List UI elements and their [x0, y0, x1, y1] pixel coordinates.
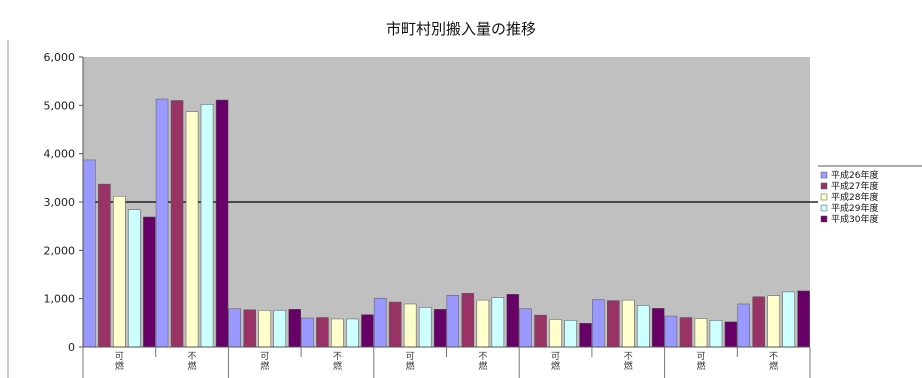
bar	[301, 317, 314, 348]
bar	[797, 290, 810, 348]
bar	[519, 308, 532, 348]
category-label-char: 燃	[260, 360, 269, 372]
bar	[622, 299, 635, 348]
bar	[143, 216, 156, 348]
category-label-char: 燃	[478, 360, 487, 372]
y-tick-label: 5,000	[44, 99, 76, 112]
bar	[637, 305, 650, 348]
category-label-char: 不	[769, 351, 778, 362]
bar	[476, 299, 490, 348]
category-label-char: 可	[115, 351, 124, 362]
bar	[273, 310, 286, 348]
bar	[215, 99, 229, 348]
bar	[113, 195, 126, 348]
y-tick-label: 3,000	[44, 196, 76, 209]
bar	[83, 159, 96, 348]
y-tick-label: 4,000	[44, 148, 76, 161]
category-label-char: 可	[260, 351, 269, 362]
bar	[782, 291, 795, 348]
bar	[98, 183, 111, 348]
bar	[418, 307, 432, 348]
category-label-char: 燃	[551, 360, 560, 372]
bar	[288, 309, 301, 348]
bar	[388, 301, 402, 348]
legend-swatch	[820, 215, 828, 223]
bar	[607, 300, 620, 348]
legend-label: 平成26年度	[831, 169, 878, 181]
category-label-char: 可	[406, 351, 415, 362]
bar	[155, 98, 169, 348]
legend-swatch	[820, 193, 828, 201]
legend-swatch	[820, 204, 828, 212]
chart-title: 市町村別搬入量の推移	[386, 20, 536, 38]
bar	[361, 314, 374, 348]
legend-swatch	[820, 182, 828, 190]
bar	[491, 297, 505, 348]
category-label-char: 不	[478, 351, 487, 362]
legend-swatch	[820, 171, 828, 179]
bar	[506, 294, 520, 348]
y-tick-label: 6,000	[44, 51, 76, 64]
bar	[652, 308, 665, 348]
bar	[316, 317, 329, 348]
bar	[170, 100, 184, 348]
category-label-char: 燃	[188, 360, 197, 372]
bar	[564, 320, 577, 348]
legend-label: 平成28年度	[831, 191, 878, 203]
category-label-char: 燃	[696, 360, 705, 372]
category-label-char: 不	[188, 351, 197, 362]
legend-label: 平成29年度	[831, 202, 878, 214]
category-label-char: 燃	[624, 360, 633, 372]
legend-box	[818, 166, 922, 233]
bar	[433, 309, 447, 348]
bar	[724, 321, 738, 348]
category-label-char: 燃	[333, 360, 342, 372]
bar	[128, 209, 141, 348]
bar	[228, 308, 241, 348]
bar	[403, 303, 417, 348]
category-label-char: 燃	[406, 360, 415, 372]
bar	[752, 296, 765, 348]
bar	[694, 318, 708, 348]
bar	[592, 299, 605, 348]
bar	[549, 319, 562, 348]
bar	[709, 320, 723, 348]
bar	[200, 104, 214, 348]
bar	[534, 314, 547, 348]
bar	[664, 315, 678, 348]
legend-label: 平成30年度	[831, 213, 878, 225]
legend-label: 平成27年度	[831, 180, 878, 192]
category-label-char: 可	[696, 351, 705, 362]
y-tick-label: 2,000	[44, 244, 76, 257]
category-label-char: 不	[333, 351, 342, 362]
bar	[185, 111, 199, 348]
category-label-char: 燃	[769, 360, 778, 372]
bar	[679, 317, 693, 348]
bar	[346, 318, 359, 348]
category-label-char: 燃	[115, 360, 124, 372]
bar	[737, 303, 750, 348]
bar	[579, 323, 592, 348]
bar	[461, 293, 475, 348]
bar	[258, 310, 271, 348]
bar	[446, 295, 460, 348]
bar	[331, 318, 344, 348]
bar	[767, 295, 780, 348]
bar	[373, 297, 387, 348]
y-tick-label: 0	[68, 341, 75, 354]
bar	[243, 309, 256, 348]
category-label-char: 不	[624, 351, 633, 362]
y-tick-label: 1,000	[44, 293, 76, 306]
category-label-char: 可	[551, 351, 560, 362]
